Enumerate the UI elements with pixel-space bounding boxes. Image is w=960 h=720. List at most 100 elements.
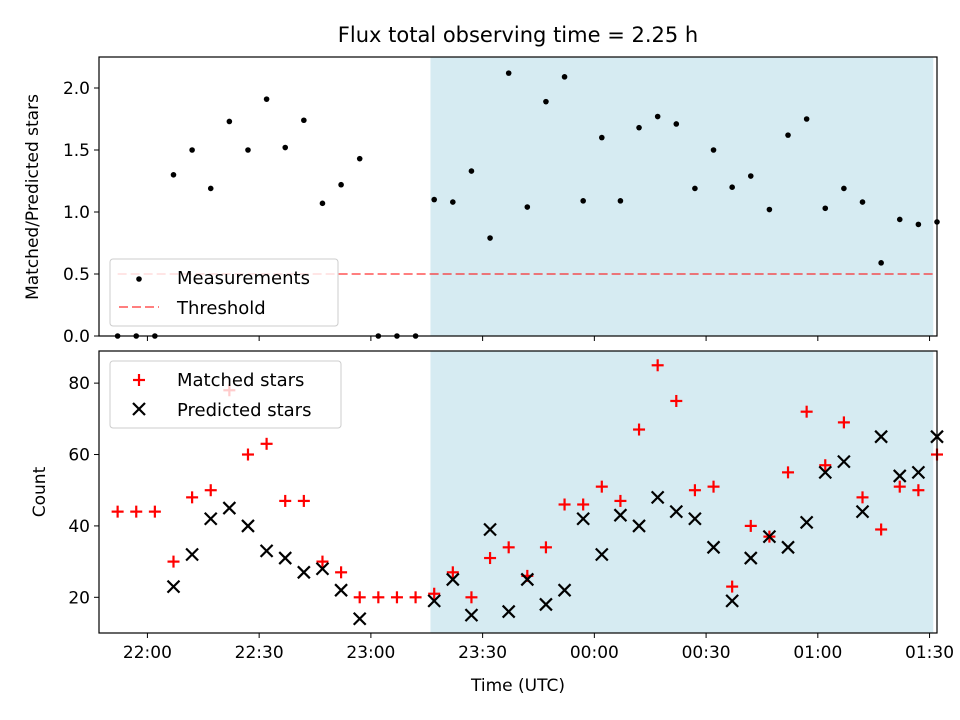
predicted-star-point <box>706 540 721 555</box>
measurement-point <box>226 118 233 125</box>
predicted-star-point <box>259 544 274 558</box>
predicted-star-point <box>483 522 497 537</box>
predicted-star-point <box>446 572 460 587</box>
predicted-star-point <box>818 465 833 480</box>
matched-star-point <box>577 498 590 511</box>
predicted-star-point <box>595 547 609 562</box>
matched-star-point <box>130 505 143 518</box>
predicted-star-point <box>781 540 795 555</box>
measurement-point <box>189 147 195 153</box>
predicted-star-point <box>725 594 739 608</box>
measurement-point <box>170 172 177 178</box>
measurement-point <box>431 196 438 203</box>
bottom-x-tick-label: 22:30 <box>235 643 284 663</box>
predicted-star-point <box>669 504 684 519</box>
matched-star-point <box>502 541 515 554</box>
matched-star-point <box>782 466 795 479</box>
matched-star-point <box>633 423 646 436</box>
measurement-point <box>785 132 791 138</box>
legend-predicted-marker <box>132 402 146 416</box>
chart-title: Flux total observing time = 2.25 h <box>338 23 698 47</box>
measurement-point <box>617 198 624 204</box>
bottom-x-tick-label: 22:00 <box>123 643 172 663</box>
measurement-point <box>803 116 810 122</box>
measurement-point <box>822 205 829 212</box>
top-y-tick-label: 0.5 <box>63 265 90 285</box>
predicted-star-point <box>278 551 293 565</box>
bottom-x-axis: 22:00 22:30 23:00 23:30 00:00 00:30 01:00 01:30 <box>123 633 954 663</box>
matched-star-point <box>819 459 832 472</box>
predicted-star-point <box>297 565 311 580</box>
matched-star-point <box>428 587 441 600</box>
matched-star-point <box>837 416 850 429</box>
predicted-star-point <box>241 519 255 533</box>
measurement-point <box>524 204 531 210</box>
measurement-point <box>915 221 922 228</box>
measurement-point <box>245 147 251 153</box>
measurement-point <box>766 206 773 213</box>
predicted-star-point <box>688 511 702 526</box>
measurement-point <box>747 173 754 179</box>
matched-star-point <box>595 480 608 493</box>
matched-star-point <box>707 480 720 493</box>
predicted-star-point <box>166 579 181 594</box>
matched-star-point <box>484 552 497 565</box>
predicted-star-point <box>855 504 870 519</box>
measurement-point <box>487 235 493 241</box>
bottom-y-axis: 20 40 60 80 <box>68 374 99 608</box>
matched-star-point <box>372 591 385 604</box>
measurement-point <box>692 185 698 192</box>
bottom-y-tick-label: 80 <box>68 374 90 394</box>
predicted-star-point <box>539 597 553 612</box>
matched-star-point <box>558 498 571 511</box>
bottom-shaded-span <box>430 351 934 633</box>
top-legend: Measurements Threshold <box>109 258 339 327</box>
matched-star-point <box>670 394 683 407</box>
legend-measurements-label: Measurements <box>177 268 310 289</box>
matched-star-point <box>111 505 124 518</box>
legend-threshold-label: Threshold <box>176 298 266 319</box>
measurement-point <box>859 199 866 205</box>
top-y-axis: 0.0 0.5 1.0 1.5 2.0 <box>63 79 99 347</box>
matched-star-point <box>800 405 813 418</box>
bottom-panel: 20 40 60 80 22:00 22:30 23:00 23:30 00:00 00:30 0… <box>30 350 954 696</box>
matched-star-point <box>409 591 422 604</box>
measurement-point <box>282 144 289 151</box>
measurement-point <box>505 70 512 76</box>
measurement-point <box>729 184 735 190</box>
predicted-star-point <box>576 511 590 526</box>
matched-star-point <box>279 494 292 507</box>
predicted-star-point <box>743 551 758 565</box>
predicted-star-point <box>874 429 888 444</box>
matched-star-point <box>204 484 217 497</box>
legend-predicted-label: Predicted stars <box>177 400 311 421</box>
legend-matched-label: Matched stars <box>177 370 304 391</box>
matched-star-point <box>539 541 552 554</box>
matched-star-point <box>353 591 366 604</box>
bottom-x-tick-label: 23:30 <box>458 643 507 663</box>
top-axes-frame <box>98 56 938 337</box>
legend-matched-marker <box>133 374 145 386</box>
matched-star-point <box>241 448 254 461</box>
top-y-tick-label: 0.0 <box>63 327 90 347</box>
matched-star-point <box>260 437 273 450</box>
predicted-star-point <box>837 454 851 469</box>
measurement-point <box>356 155 363 162</box>
top-x-ticks <box>146 336 931 341</box>
predicted-star-point <box>222 501 237 515</box>
predicted-star-point <box>557 583 572 597</box>
matched-star-point <box>316 555 329 568</box>
legend-measurements-marker <box>136 276 142 282</box>
top-shaded-span <box>430 57 934 336</box>
bottom-x-tick-label: 01:30 <box>905 643 954 663</box>
matched-star-point <box>912 484 925 497</box>
matched-star-point <box>726 580 739 593</box>
matched-star-point <box>651 359 664 372</box>
measurement-point <box>599 134 605 141</box>
matched-star-point <box>446 566 459 579</box>
predicted-star-point <box>799 515 814 530</box>
predicted-star-point <box>315 561 330 576</box>
bottom-x-tick-label: 00:00 <box>570 643 619 663</box>
measurement-points <box>114 70 940 339</box>
